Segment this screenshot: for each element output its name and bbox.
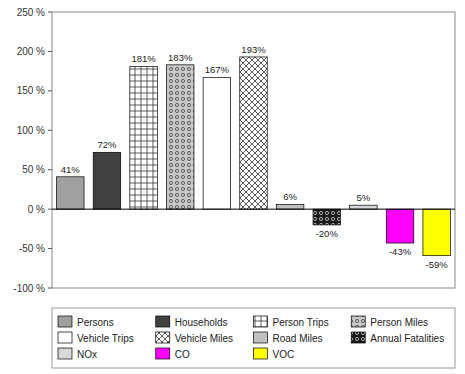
y-tick [48, 248, 52, 249]
legend-swatch [254, 348, 268, 359]
y-tick-label: 50 % [22, 164, 45, 175]
legend: Persons Households Person Trips Person Mile… [52, 308, 455, 368]
y-tick-label: 100 % [17, 125, 45, 136]
bar [130, 66, 157, 209]
y-tick [48, 12, 52, 13]
legend-swatch [351, 316, 365, 327]
zero-line [52, 209, 455, 210]
y-tick [48, 169, 52, 170]
data-label: 183% [168, 52, 193, 63]
data-label: 6% [283, 191, 297, 202]
bars [57, 57, 451, 256]
data-label: 193% [241, 44, 266, 55]
legend-label: Person Trips [273, 317, 329, 328]
bar [203, 77, 230, 209]
data-label: 167% [205, 64, 230, 75]
y-tick [48, 51, 52, 52]
y-tick-label: 0 % [28, 204, 45, 215]
bar [57, 177, 84, 209]
plot-frame [52, 12, 455, 288]
bar [93, 152, 120, 209]
legend-label: Annual Fatalities [370, 333, 444, 344]
y-tick [48, 209, 52, 210]
data-label: -59% [426, 259, 449, 270]
legend-swatch [254, 316, 268, 327]
legend-swatch [58, 348, 72, 359]
bar [313, 209, 340, 225]
y-tick [48, 90, 52, 91]
data-label: 5% [357, 192, 371, 203]
data-label: -20% [316, 228, 339, 239]
legend-label: Vehicle Trips [77, 333, 134, 344]
chart: -100 % -50 % 0 % 50 % 100 % 150 % 200 % 250 % 41… [0, 0, 465, 374]
data-label: 181% [131, 53, 156, 64]
bar [386, 209, 413, 243]
bar [240, 57, 267, 209]
legend-label: CO [175, 349, 190, 360]
bar [166, 65, 193, 209]
legend-label: Vehicle Miles [175, 333, 233, 344]
y-tick [48, 288, 52, 289]
bar [350, 205, 377, 209]
legend-swatch [351, 332, 365, 343]
y-tick-label: 200 % [17, 46, 45, 57]
y-tick-label: -100 % [13, 283, 45, 294]
bar [276, 204, 303, 209]
data-label: 72% [97, 139, 117, 150]
legend-swatch [58, 316, 72, 327]
data-label: -43% [389, 246, 412, 257]
legend-label: NOx [77, 349, 97, 360]
legend-swatch [254, 332, 268, 343]
legend-swatch [156, 348, 170, 359]
legend-label: Persons [77, 317, 114, 328]
data-label: 41% [61, 164, 81, 175]
y-tick-label: 150 % [17, 85, 45, 96]
bar [423, 209, 450, 256]
legend-label: Person Miles [370, 317, 428, 328]
legend-swatch [156, 332, 170, 343]
legend-swatch [156, 316, 170, 327]
legend-label: Road Miles [273, 333, 323, 344]
y-tick [48, 130, 52, 131]
legend-swatch [58, 332, 72, 343]
legend-label: VOC [273, 349, 295, 360]
y-tick-label: -50 % [19, 243, 45, 254]
legend-box [52, 308, 455, 368]
legend-label: Households [175, 317, 228, 328]
y-tick-label: 250 % [17, 7, 45, 18]
